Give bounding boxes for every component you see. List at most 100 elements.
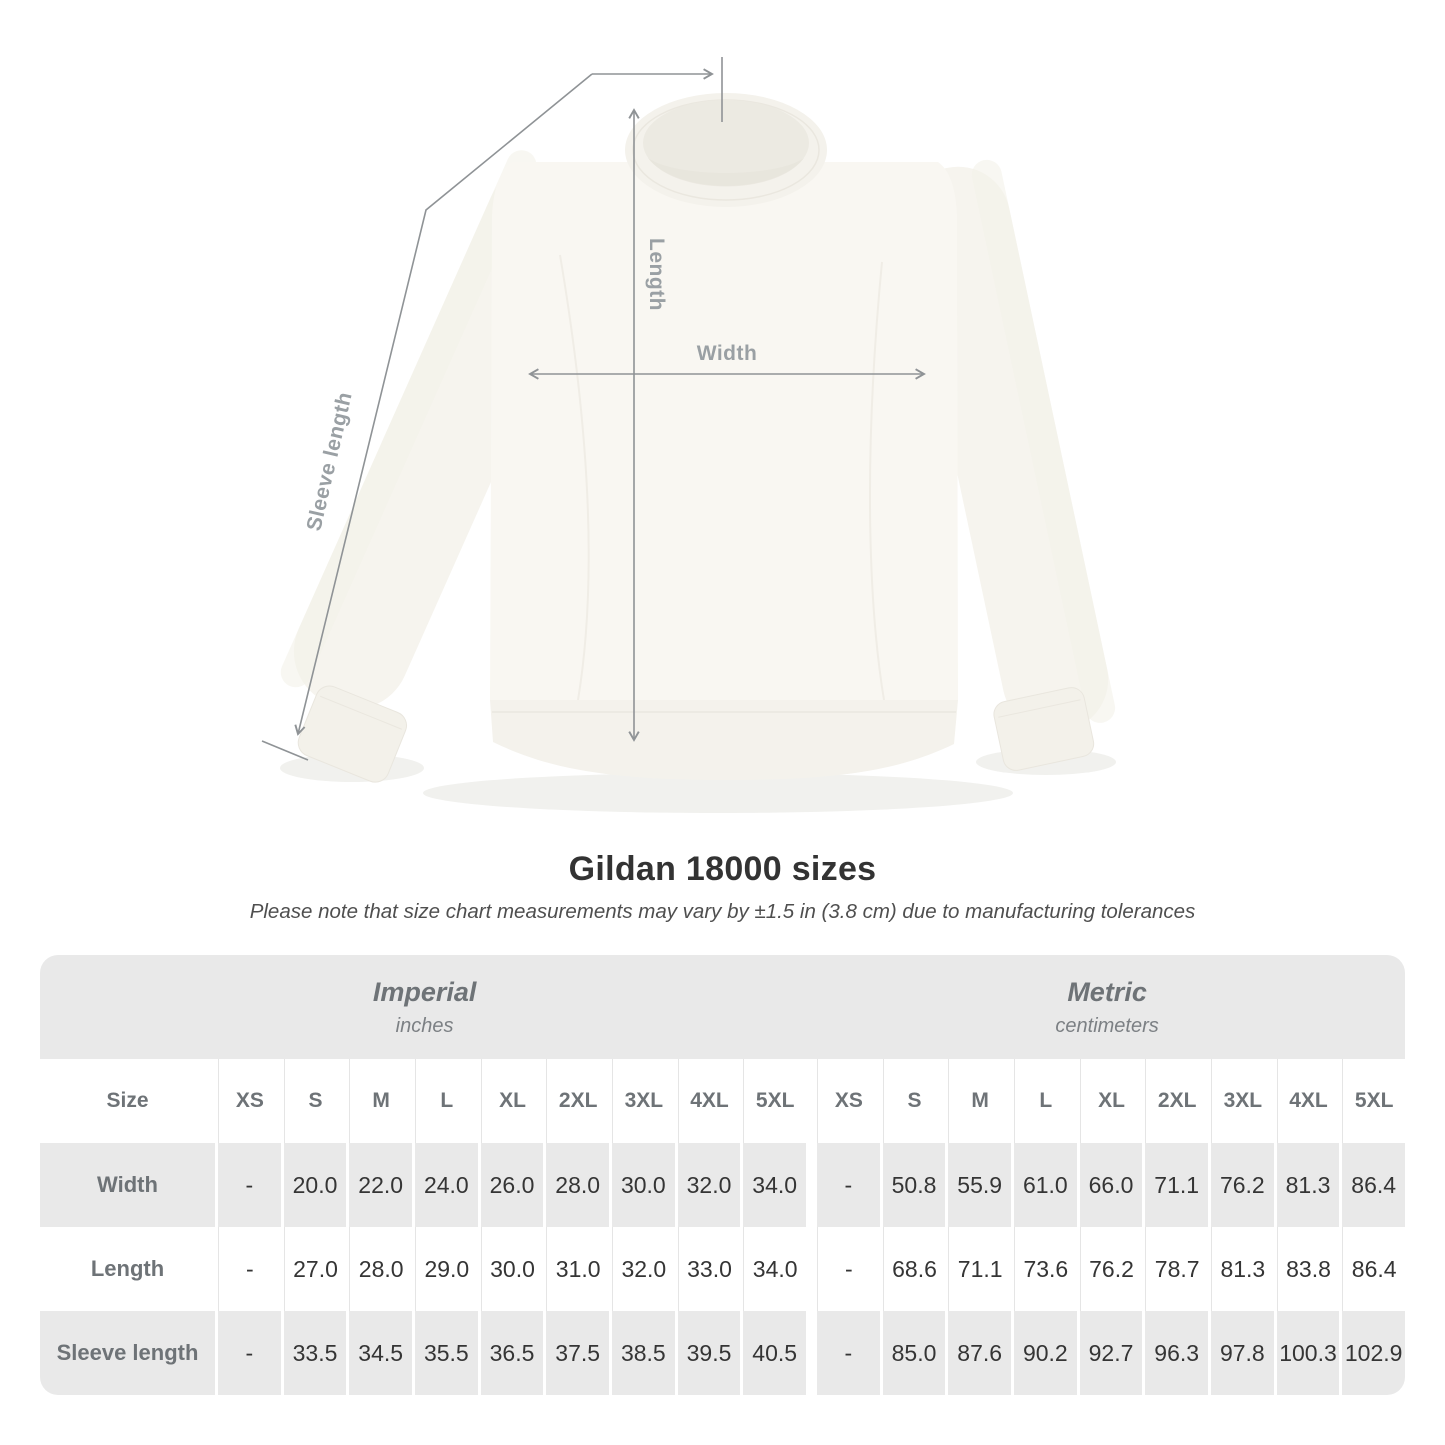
value-cell: 34.0 xyxy=(743,1227,806,1311)
value-cell: 30.0 xyxy=(612,1143,675,1227)
row-label-length: Length xyxy=(90,1256,165,1281)
value-cell: 40.5 xyxy=(743,1311,806,1395)
heading: Gildan 18000 sizes Please note that size… xyxy=(0,850,1445,924)
value-cell: 24.0 xyxy=(415,1143,478,1227)
size-header-imperial-s: S xyxy=(283,1059,347,1143)
value-cell: - xyxy=(218,1227,281,1311)
value-cell: 81.3 xyxy=(1276,1143,1340,1227)
hem-band xyxy=(490,700,958,780)
value-cell: 50.8 xyxy=(882,1143,946,1227)
unit-group-band: Imperial inches Metric centimeters xyxy=(40,955,1405,1059)
fabric-crease xyxy=(868,261,885,701)
body-panel xyxy=(490,162,958,700)
group-divider xyxy=(809,1311,814,1395)
value-cell: 27.0 xyxy=(283,1227,347,1311)
value-cell: 22.0 xyxy=(349,1143,412,1227)
size-header-metric-4xl: 4XL xyxy=(1276,1059,1340,1143)
value-cell: 97.8 xyxy=(1211,1311,1274,1395)
size-header-row: Size XS S M L XL 2XL 3XL 4XL 5XL XS S M … xyxy=(40,1059,1405,1143)
value-cell: 81.3 xyxy=(1211,1227,1274,1311)
value-cell: 86.4 xyxy=(1342,1227,1405,1311)
size-header-metric-m: M xyxy=(948,1059,1011,1143)
row-label-sleeve-length: Sleeve length xyxy=(40,1311,215,1395)
value-cell: 33.0 xyxy=(677,1227,741,1311)
size-header-metric-5xl: 5XL xyxy=(1342,1059,1405,1143)
value-cell: 61.0 xyxy=(1014,1143,1077,1227)
sleeve-length-label: Sleeve length xyxy=(302,390,356,533)
value-cell: 28.0 xyxy=(349,1227,412,1311)
value-cell: 28.0 xyxy=(546,1143,609,1227)
size-header-imperial-2xl: 2XL xyxy=(546,1059,609,1143)
value-cell: 76.2 xyxy=(1079,1227,1143,1311)
width-label: Width xyxy=(697,342,758,365)
value-cell: 71.1 xyxy=(948,1227,1011,1311)
size-header-imperial-m: M xyxy=(349,1059,412,1143)
sleeve-length-arrow xyxy=(294,73,593,736)
value-cell: 39.5 xyxy=(677,1311,741,1395)
length-label: Length xyxy=(645,238,668,311)
collar-opening xyxy=(643,100,809,186)
size-header-metric-2xl: 2XL xyxy=(1145,1059,1208,1143)
value-cell: 68.6 xyxy=(882,1227,946,1311)
right-cuff xyxy=(993,687,1095,771)
value-cell: 32.0 xyxy=(612,1227,675,1311)
group-divider xyxy=(809,1227,814,1311)
value-cell: 38.5 xyxy=(612,1311,675,1395)
value-cell: 85.0 xyxy=(882,1311,946,1395)
value-cell: 100.3 xyxy=(1276,1311,1340,1395)
size-header-imperial-xs: XS xyxy=(218,1059,281,1143)
value-cell: - xyxy=(817,1311,880,1395)
value-cell: 71.1 xyxy=(1145,1143,1208,1227)
value-cell: 36.5 xyxy=(480,1311,544,1395)
value-cell: 86.4 xyxy=(1342,1143,1405,1227)
value-cell: 96.3 xyxy=(1145,1311,1208,1395)
size-header-imperial-xl: XL xyxy=(480,1059,544,1143)
size-column-header: Size xyxy=(106,1089,149,1112)
length-row: Length - 27.0 28.0 29.0 30.0 31.0 32.0 3… xyxy=(40,1227,1405,1311)
row-label-width: Width xyxy=(40,1143,215,1227)
size-header-metric-s: S xyxy=(882,1059,946,1143)
value-cell: 35.5 xyxy=(415,1311,478,1395)
value-cell: 90.2 xyxy=(1014,1311,1077,1395)
group-divider xyxy=(809,1059,814,1143)
metric-unit: centimeters xyxy=(1055,1014,1159,1037)
value-cell: 31.0 xyxy=(546,1227,609,1311)
value-cell: - xyxy=(817,1227,880,1311)
value-cell: 34.5 xyxy=(349,1311,412,1395)
size-header-metric-l: L xyxy=(1014,1059,1077,1143)
fabric-crease xyxy=(559,254,590,701)
width-row: Width - 20.0 22.0 24.0 26.0 28.0 30.0 32… xyxy=(40,1143,1405,1227)
page-title: Gildan 18000 sizes xyxy=(568,850,877,888)
tolerance-note: Please note that size chart measurements… xyxy=(249,900,1196,923)
value-cell: 34.0 xyxy=(743,1143,806,1227)
value-cell: - xyxy=(817,1143,880,1227)
value-cell: 26.0 xyxy=(480,1143,544,1227)
left-cuff xyxy=(297,685,408,783)
size-header-imperial-l: L xyxy=(415,1059,478,1143)
value-cell: 92.7 xyxy=(1079,1311,1143,1395)
value-cell: 30.0 xyxy=(480,1227,544,1311)
metric-group-header: Metric centimeters xyxy=(809,955,1405,1059)
value-cell: 66.0 xyxy=(1079,1143,1143,1227)
size-header-metric-3xl: 3XL xyxy=(1211,1059,1274,1143)
group-divider xyxy=(809,1143,814,1227)
value-cell: 32.0 xyxy=(677,1143,741,1227)
imperial-unit: inches xyxy=(395,1014,454,1037)
value-cell: 73.6 xyxy=(1014,1227,1077,1311)
size-header-metric-xs: XS xyxy=(817,1059,880,1143)
value-cell: 37.5 xyxy=(546,1311,609,1395)
imperial-group-header: Imperial inches xyxy=(40,955,809,1059)
sweatshirt-measurement-diagram: Length Width Sleeve length xyxy=(261,57,1116,813)
metric-title: Metric xyxy=(1067,976,1147,1007)
size-header-imperial-4xl: 4XL xyxy=(677,1059,741,1143)
size-header-imperial-3xl: 3XL xyxy=(612,1059,675,1143)
size-header-imperial-5xl: 5XL xyxy=(743,1059,806,1143)
value-cell: 29.0 xyxy=(415,1227,478,1311)
value-cell: 76.2 xyxy=(1211,1143,1274,1227)
value-cell: 87.6 xyxy=(948,1311,1011,1395)
imperial-title: Imperial xyxy=(372,976,477,1007)
ground-shadow xyxy=(423,773,1013,813)
value-cell: 83.8 xyxy=(1276,1227,1340,1311)
value-cell: 102.9 xyxy=(1342,1311,1405,1395)
